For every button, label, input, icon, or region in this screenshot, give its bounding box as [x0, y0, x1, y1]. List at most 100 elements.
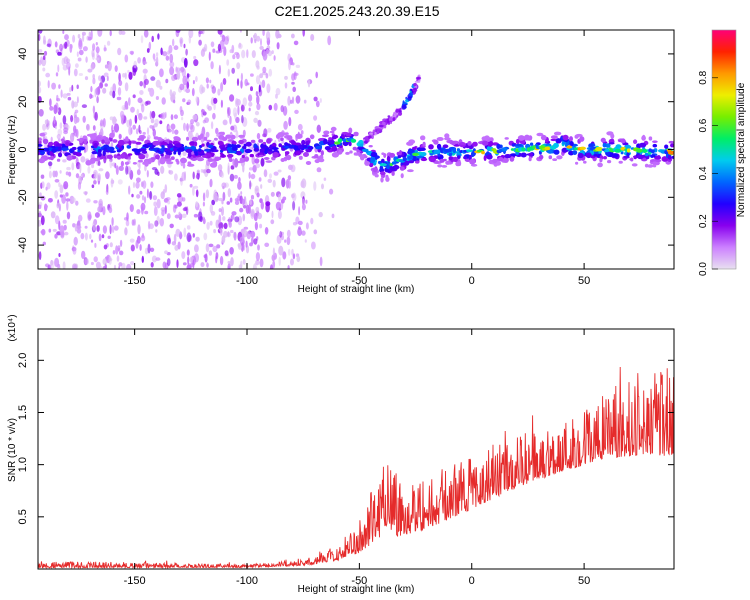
trace-blob: [324, 146, 331, 151]
trace-blob: [509, 153, 517, 157]
noise-blob: [251, 155, 256, 165]
trace-blob: [165, 154, 171, 159]
noise-blob: [241, 115, 244, 124]
noise-blob: [70, 132, 75, 143]
noise-blob: [159, 68, 164, 78]
noise-blob: [208, 243, 214, 248]
trace-blob: [416, 155, 423, 159]
trace-blob: [349, 150, 353, 154]
noise-blob: [192, 171, 195, 180]
trace-blob: [599, 158, 603, 163]
trace-blob: [295, 151, 301, 156]
noise-blob: [250, 173, 256, 180]
noise-blob: [227, 263, 231, 269]
noise-blob: [199, 84, 204, 95]
noise-blob: [238, 244, 242, 250]
noise-blob: [99, 119, 104, 127]
trace-blob: [314, 159, 320, 164]
colorbar-tick-label: 0.4: [698, 166, 709, 180]
noise-blob: [238, 264, 243, 269]
trace-blob: [471, 151, 475, 158]
trace-blob: [265, 160, 273, 163]
noise-blob: [195, 121, 200, 127]
trace-blob: [173, 136, 180, 140]
noise-blob: [56, 98, 61, 102]
trace-blob: [498, 157, 504, 162]
noise-blob: [146, 170, 149, 178]
noise-blob: [124, 72, 127, 80]
noise-blob: [160, 191, 165, 200]
noise-blob: [62, 30, 65, 34]
trace-blob: [345, 133, 352, 137]
trace-core: [42, 147, 50, 152]
trace-core: [466, 149, 473, 153]
noise-blob: [257, 244, 260, 251]
trace-core: [288, 144, 295, 149]
noise-blob: [49, 98, 52, 107]
snr-multiplier: (x10⁴): [7, 314, 18, 341]
trace-blob: [227, 143, 232, 148]
noise-blob: [150, 262, 154, 268]
noise-blob: [62, 261, 66, 269]
trace-blob: [303, 152, 309, 157]
noise-blob: [195, 189, 199, 198]
trace-blob: [603, 156, 607, 160]
trace-core: [173, 147, 178, 152]
noise-blob: [254, 38, 257, 44]
noise-blob: [160, 165, 165, 174]
noise-blob: [221, 34, 226, 42]
noise-blob: [186, 225, 191, 230]
trace-core: [307, 145, 314, 150]
noise-blob: [63, 181, 69, 190]
noise-blob: [98, 168, 104, 172]
noise-blob: [250, 86, 253, 92]
noise-blob: [130, 127, 133, 135]
noise-blob: [289, 99, 293, 104]
noise-blob: [143, 30, 149, 38]
noise-blob: [159, 217, 164, 227]
noise-blob: [117, 47, 122, 56]
noise-blob: [74, 223, 78, 232]
figure-title: C2E1.2025.243.20.39.E15: [274, 3, 439, 19]
trace-blob: [76, 152, 82, 157]
trace-blob: [152, 140, 160, 146]
noise-blob: [202, 218, 206, 225]
noise-blob: [296, 255, 301, 263]
noise-blob: [94, 111, 98, 121]
noise-blob: [76, 228, 82, 234]
noise-blob: [262, 30, 265, 36]
noise-blob: [167, 50, 171, 55]
trace-blob: [486, 146, 491, 152]
trace-blob: [207, 158, 214, 162]
secondary-blob: [364, 140, 368, 144]
noise-blob: [222, 191, 226, 201]
noise-blob: [239, 207, 244, 213]
spectrogram-ytick-label: 0: [17, 146, 29, 152]
trace-blob: [550, 135, 558, 140]
noise-blob: [270, 219, 275, 225]
noise-blob: [136, 108, 140, 116]
noise-blob: [180, 66, 185, 73]
trace-blob: [342, 135, 346, 139]
noise-blob: [216, 244, 221, 249]
noise-blob: [128, 97, 131, 106]
noise-blob: [310, 217, 314, 225]
noise-blob: [186, 81, 190, 89]
noise-blob: [143, 196, 147, 204]
noise-blob: [76, 129, 79, 138]
noise-blob: [278, 245, 284, 256]
trace-core: [220, 147, 228, 151]
noise-blob: [69, 87, 72, 93]
noise-blob: [311, 241, 316, 250]
trace-blob: [218, 131, 225, 135]
trace-blob: [243, 156, 250, 162]
noise-blob: [255, 163, 260, 169]
noise-blob: [321, 183, 324, 190]
trace-blob: [439, 158, 445, 163]
noise-blob: [169, 53, 174, 63]
noise-blob: [313, 115, 318, 121]
trace-blob: [391, 171, 395, 176]
noise-blob: [172, 38, 175, 47]
trace-core: [271, 147, 279, 151]
trace-core: [420, 152, 427, 157]
